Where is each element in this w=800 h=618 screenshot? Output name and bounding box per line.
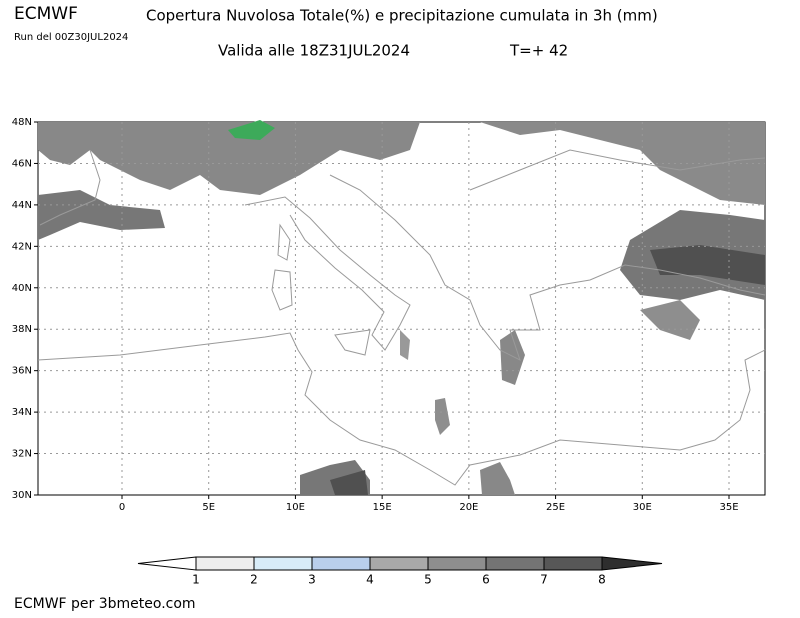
lat-label: 38N xyxy=(12,324,32,335)
colorbar-label: 7 xyxy=(540,573,548,587)
colorbar-box xyxy=(253,556,313,571)
lon-label: 30E xyxy=(633,502,652,513)
lat-label: 40N xyxy=(12,283,32,294)
plot-area: 48N 46N 44N 42N 40N 38N 36N 34N 32N 30N 0 5E 10E 15E 2… xyxy=(12,117,766,513)
lon-label: 15E xyxy=(373,502,392,513)
colorbar-label: 8 xyxy=(598,573,606,587)
cloud-cover xyxy=(38,120,765,495)
colorbar-box xyxy=(543,556,603,571)
lon-label: 0 xyxy=(119,502,125,513)
run-label: Run del 00Z30JUL2024 xyxy=(14,32,128,43)
lon-label: 35E xyxy=(719,502,738,513)
lon-label: 20E xyxy=(459,502,478,513)
lat-label: 42N xyxy=(12,241,32,252)
colorbar-label: 1 xyxy=(192,573,200,587)
lat-label: 48N xyxy=(12,117,32,128)
colorbar-right-arrow xyxy=(601,556,663,571)
colorbar-box xyxy=(485,556,545,571)
colorbar-left-arrow xyxy=(137,556,197,571)
colorbar-box xyxy=(195,556,255,571)
lat-label: 44N xyxy=(12,200,32,211)
colorbar-label: 6 xyxy=(482,573,490,587)
lat-label: 36N xyxy=(12,366,32,377)
colorbar: 1 2 3 4 5 6 7 8 xyxy=(137,556,663,587)
colorbar-box xyxy=(311,556,371,571)
coastlines xyxy=(37,149,766,486)
graticule: 48N 46N 44N 42N 40N 38N 36N 34N 32N 30N 0 5E 10E 15E 2… xyxy=(12,117,765,513)
lat-label: 46N xyxy=(12,158,32,169)
colorbar-box xyxy=(427,556,487,571)
colorbar-box xyxy=(369,556,429,571)
lon-label: 10E xyxy=(286,502,305,513)
colorbar-label: 4 xyxy=(366,573,374,587)
lon-label: 25E xyxy=(546,502,565,513)
colorbar-label: 3 xyxy=(308,573,316,587)
lat-label: 30N xyxy=(12,490,32,501)
colorbar-label: 5 xyxy=(424,573,432,587)
valid-label: Valida alle 18Z31JUL2024 xyxy=(218,42,410,60)
step-label: T=+ 42 xyxy=(509,42,568,60)
lat-label: 34N xyxy=(12,407,32,418)
map-title: Copertura Nuvolosa Totale(%) e precipita… xyxy=(146,7,658,25)
lat-label: 32N xyxy=(12,449,32,460)
footer-credit: ECMWF per 3bmeteo.com xyxy=(14,596,196,612)
lon-label: 5E xyxy=(202,502,215,513)
colorbar-label: 2 xyxy=(250,573,258,587)
model-name: ECMWF xyxy=(14,4,78,24)
